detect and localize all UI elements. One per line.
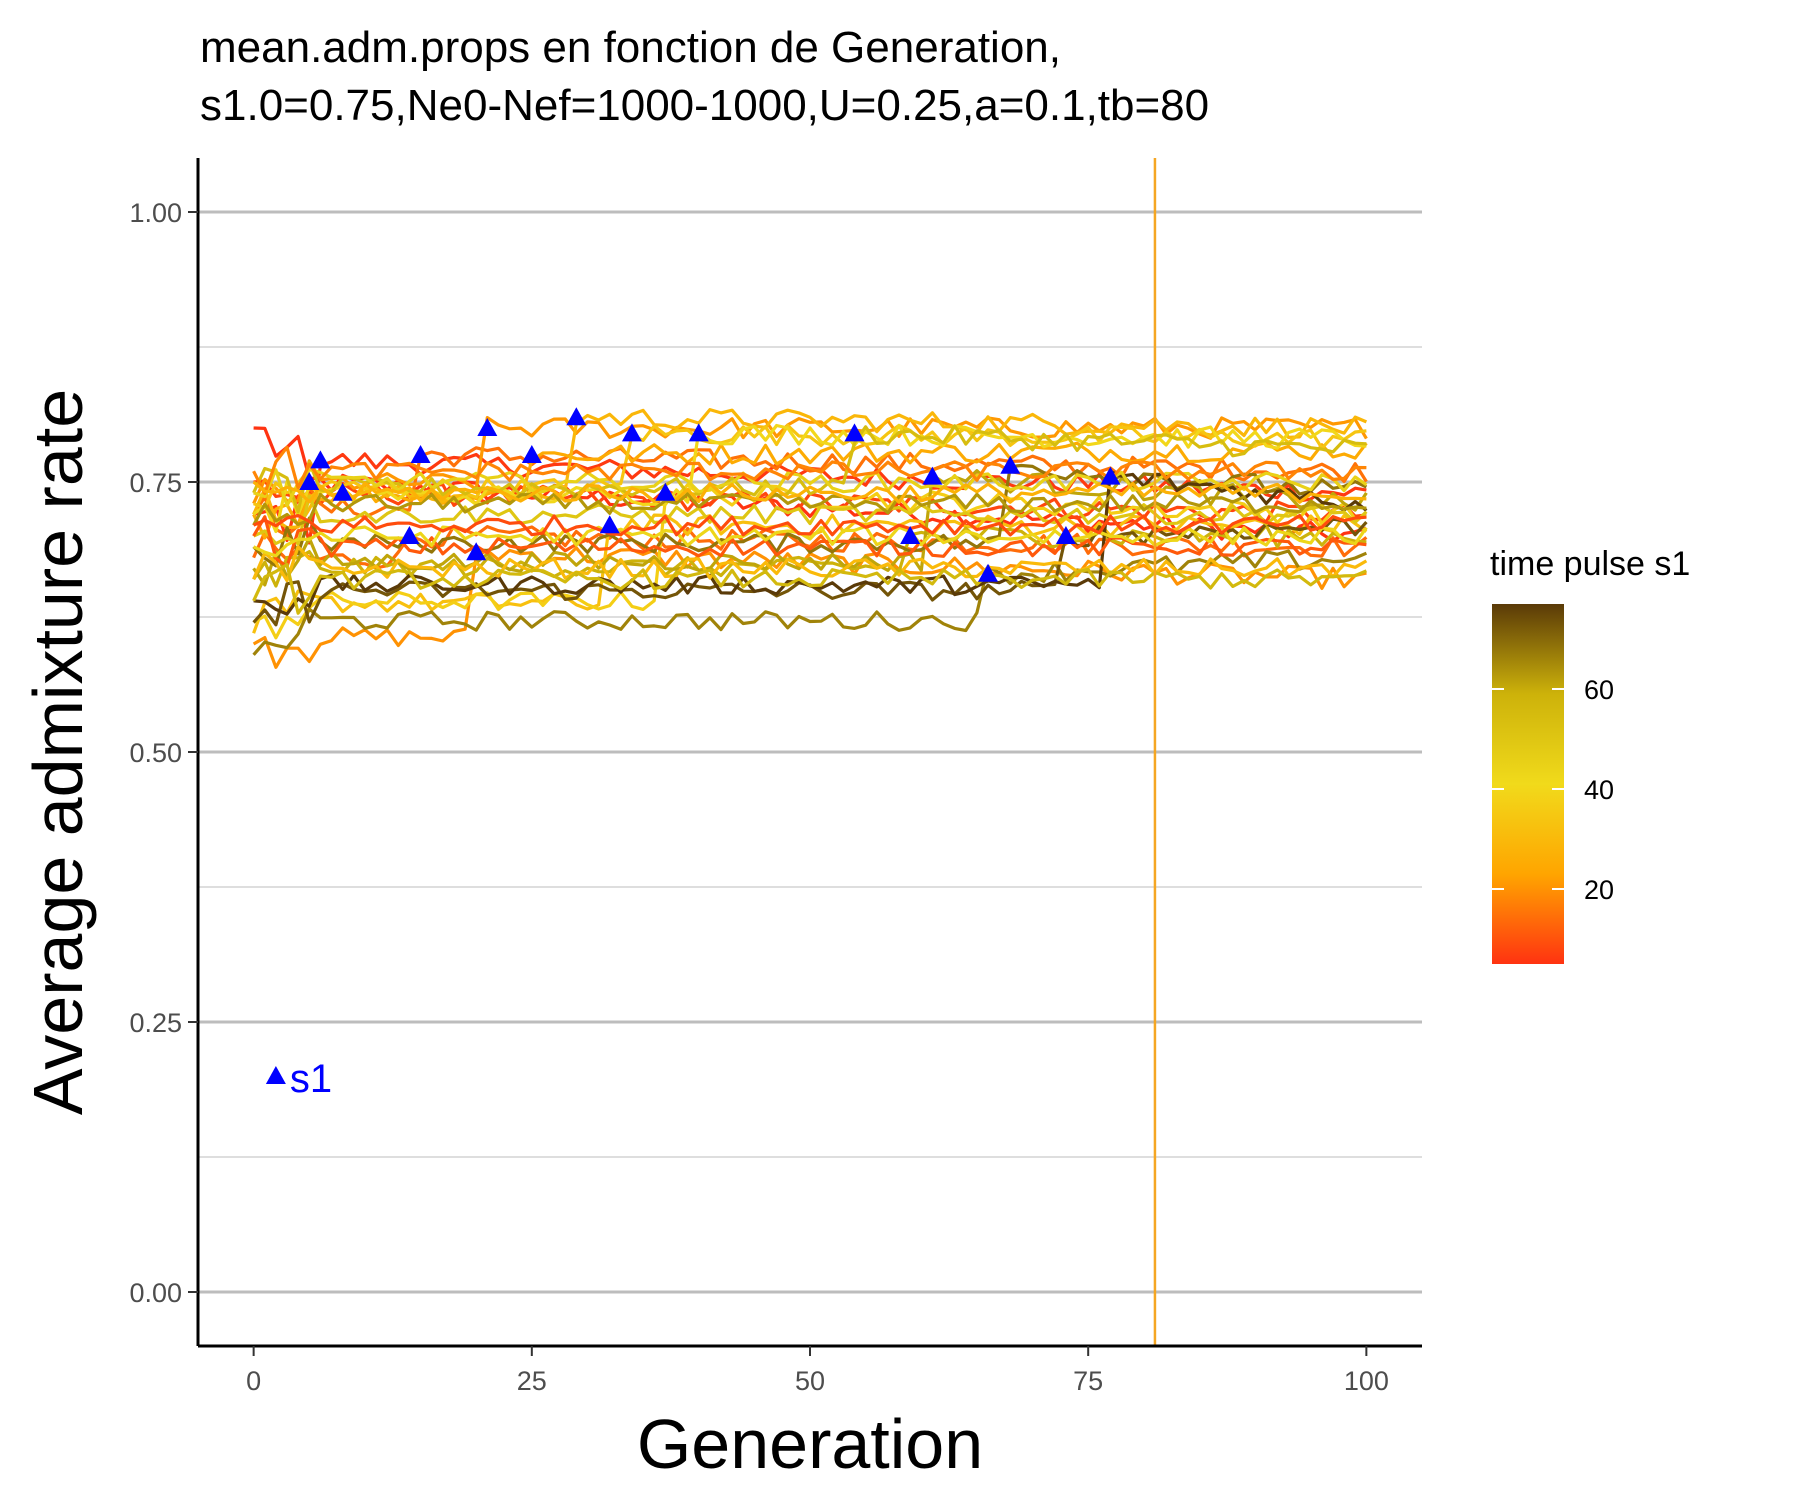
series-line [252,494,1368,546]
pulse-marker [521,445,542,463]
pulse-marker [688,423,709,442]
series-line [252,492,1367,527]
pulse-marker [655,482,676,501]
x-tick-label: 75 [1073,1366,1103,1396]
legend-title: time pulse s1 [1490,545,1690,583]
x-axis-ticks: 0 25 50 75 100 [246,1346,1389,1396]
y-axis-title: Average admixture rate [19,389,97,1115]
pulse-marker [922,466,943,485]
x-tick-label: 100 [1344,1366,1389,1396]
pulse-marker [844,423,865,442]
x-axis-title: Generation [637,1405,983,1483]
colorbar [1492,604,1564,964]
series-line [252,545,1368,583]
pulse-marker [621,423,642,442]
series-line [252,408,1368,530]
annotation-marker [265,1066,286,1084]
pulse-marker [477,418,498,436]
series-line [252,480,1367,504]
title-line-2: s1.0=0.75,Ne0-Nef=1000-1000,U=0.25,a=0.1… [200,81,1209,130]
title-line-1: mean.adm.props en fonction de Generation… [200,23,1061,72]
y-tick-label: 0.50 [129,738,182,768]
y-tick-label: 0.25 [129,1008,182,1038]
colorbar-tick-label: 40 [1584,775,1614,805]
annotation-label: s1 [290,1057,332,1101]
pulse-marker [399,526,420,544]
legend: time pulse s1 20 40 60 [1490,545,1690,964]
series-line [252,441,1368,540]
annotation-group: s1 [265,1057,332,1101]
series-line [252,562,1368,615]
y-axis-ticks: 0.00 0.25 0.50 0.75 1.00 [129,198,198,1308]
pulse-marker [310,450,331,469]
colorbar-tick-label: 20 [1584,875,1614,905]
x-tick-label: 50 [795,1366,825,1396]
y-tick-label: 0.00 [129,1278,182,1308]
pulse-marker [900,526,921,544]
pulse-marker [599,515,620,534]
colorbar-tick-label: 60 [1584,675,1614,705]
pulse-marker [332,482,353,501]
pulse-marker [1100,466,1121,485]
y-tick-label: 1.00 [129,198,182,228]
colorbar-ticks: 20 40 60 [1492,675,1614,905]
x-tick-label: 0 [246,1366,261,1396]
series-line [252,446,1368,538]
pulse-marker [466,542,487,561]
chart-title: mean.adm.props en fonction de Generation… [200,23,1209,130]
series-line [252,513,1367,537]
gridlines [198,210,1422,1294]
series-line [252,416,1368,505]
series-line [252,515,1367,569]
pulse-marker [1000,455,1021,474]
y-tick-label: 0.75 [129,468,182,498]
pulse-marker [410,445,431,463]
series-line [252,424,1367,514]
series-line [252,445,1367,495]
pulse-marker [978,563,999,582]
pulse-marker [299,472,320,490]
pulse-marker [1055,526,1076,544]
x-tick-label: 25 [517,1366,547,1396]
pulse-marker [566,407,587,426]
series-line [252,524,1368,558]
data-series [252,408,1368,669]
series-line [252,549,1368,656]
pulse-markers [299,407,1121,582]
